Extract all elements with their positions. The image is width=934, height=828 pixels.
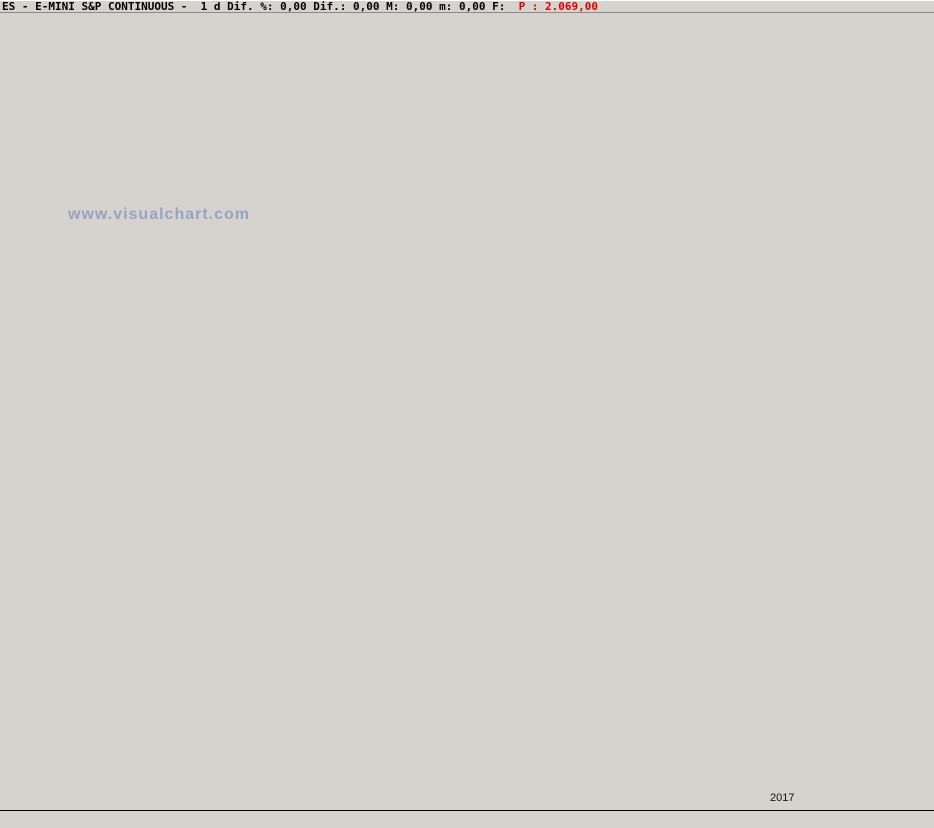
panel-header-es: ES - E-MINI S&P CONTINUOUS - 1 d Dif. %:… (0, 0, 934, 13)
title-segment: P : 2.069,00 (518, 0, 599, 13)
time-axis[interactable] (0, 810, 934, 828)
watermark: www.visualchart.com (68, 206, 251, 223)
title-segment: ES - E-MINI S&P CONTINUOUS - 1 d Dif. %:… (2, 0, 519, 13)
year-label: 2017 (770, 792, 795, 804)
